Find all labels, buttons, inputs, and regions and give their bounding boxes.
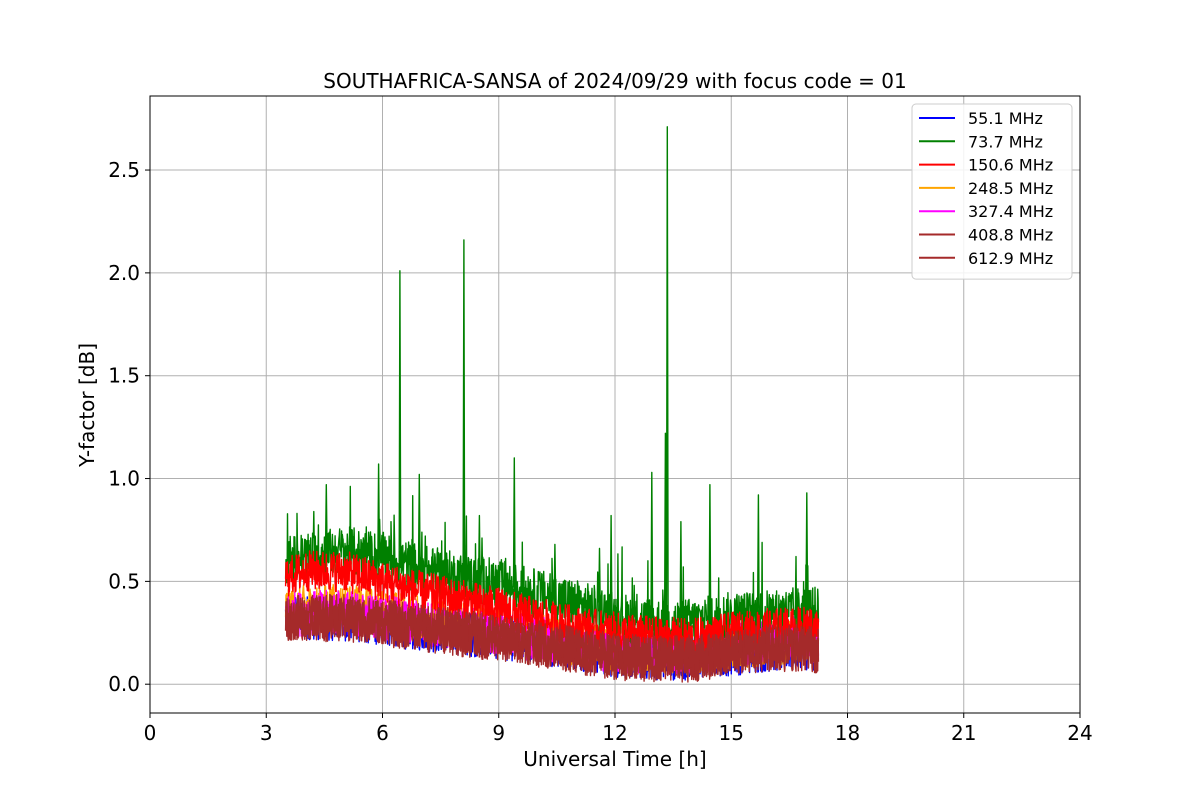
x-tick-label: 9 — [492, 721, 505, 745]
y-axis-label: Y-factor [dB] — [75, 343, 99, 468]
y-tick-label: 0.0 — [108, 672, 140, 696]
legend-label: 150.6 MHz — [968, 156, 1053, 175]
x-tick-label: 12 — [602, 721, 627, 745]
x-tick-label: 0 — [144, 721, 157, 745]
x-tick-label: 3 — [260, 721, 273, 745]
x-tick-label: 18 — [835, 721, 860, 745]
x-tick-label: 21 — [951, 721, 976, 745]
x-tick-label: 6 — [376, 721, 389, 745]
x-axis-label: Universal Time [h] — [523, 747, 706, 771]
legend-label: 73.7 MHz — [968, 132, 1043, 151]
legend-label: 327.4 MHz — [968, 202, 1053, 221]
series-layer — [284, 126, 820, 683]
series-line — [284, 126, 820, 647]
legend-label: 612.9 MHz — [968, 249, 1053, 268]
legend-label: 248.5 MHz — [968, 179, 1053, 198]
legend-label: 408.8 MHz — [968, 226, 1053, 245]
y-tick-label: 2.0 — [108, 261, 140, 285]
series-line — [284, 596, 820, 683]
y-tick-label: 1.0 — [108, 467, 140, 491]
x-tick-label: 15 — [719, 721, 744, 745]
axis-ticks: 0 3 6 9 12 15 18 21 24 0.0 0.5 1.0 1.5 2.0 2.5 — [108, 158, 1093, 745]
y-tick-label: 1.5 — [108, 364, 140, 388]
chart-title: SOUTHAFRICA-SANSA of 2024/09/29 with foc… — [323, 69, 907, 93]
legend: 55.1 MHz 73.7 MHz 150.6 MHz 248.5 MHz 32… — [911, 103, 1073, 280]
x-tick-label: 24 — [1067, 721, 1092, 745]
legend-label: 55.1 MHz — [968, 109, 1043, 128]
y-tick-label: 2.5 — [108, 158, 140, 182]
y-tick-label: 0.5 — [108, 569, 140, 593]
